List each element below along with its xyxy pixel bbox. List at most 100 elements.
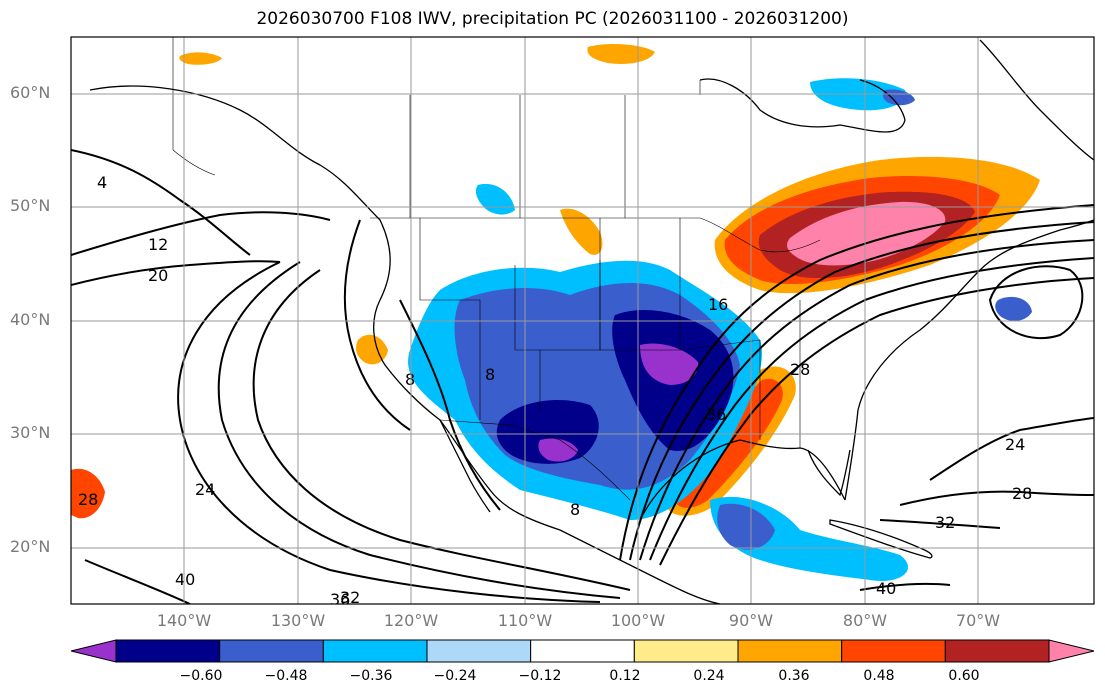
colorbar-tick-label: −0.36 bbox=[349, 668, 393, 684]
contour-label: 4 bbox=[97, 173, 107, 192]
contour-28-east bbox=[899, 490, 1094, 506]
colorbar-segment bbox=[944, 639, 1050, 663]
precip-negative-region-southwest-max bbox=[538, 438, 578, 462]
contour-20 bbox=[71, 260, 281, 286]
colorbar bbox=[70, 639, 1095, 663]
contour-label: 28 bbox=[790, 360, 810, 379]
contour-label: 32 bbox=[935, 513, 955, 532]
contour-4 bbox=[71, 149, 251, 256]
colorbar-tick-label: −0.12 bbox=[518, 668, 562, 684]
border-state-5 bbox=[679, 339, 761, 351]
lon-label-130w: 130°W bbox=[270, 611, 326, 630]
lon-label-140w: 140°W bbox=[156, 611, 212, 630]
contour-label: 16 bbox=[708, 295, 728, 314]
contour-24-outer bbox=[177, 261, 601, 603]
colorbar-tick-label: −0.48 bbox=[264, 668, 308, 684]
colorbar-segment bbox=[115, 639, 221, 663]
contour-label: 32 bbox=[340, 588, 360, 607]
contour-label: 36 bbox=[706, 405, 726, 424]
lon-label-70w: 70°W bbox=[955, 611, 1001, 630]
precip-negative-region-atlantic bbox=[995, 296, 1032, 321]
precip-positive-region-alaska bbox=[179, 52, 222, 65]
contour-label: 40 bbox=[175, 570, 195, 589]
contour-atmospheric-river-4 bbox=[649, 257, 1094, 561]
coastlines bbox=[89, 39, 1094, 604]
lon-label-110w: 110°W bbox=[497, 611, 553, 630]
colorbar-tick-label: 0.36 bbox=[778, 668, 810, 684]
colorbar-tick-label: 0.48 bbox=[863, 668, 895, 684]
contour-32 bbox=[252, 269, 631, 591]
contour-label: 20 bbox=[148, 266, 168, 285]
coastline-cuba bbox=[829, 519, 933, 559]
colorbar-segment bbox=[633, 639, 739, 663]
contour-label: 8 bbox=[570, 500, 580, 519]
border-us-mexico bbox=[439, 419, 631, 501]
contour-atmospheric-river-1 bbox=[619, 204, 1094, 561]
coastline-hudson-bay bbox=[699, 78, 906, 133]
contour-label: 28 bbox=[1012, 484, 1032, 503]
contour-36 bbox=[84, 559, 191, 604]
contour-28 bbox=[217, 261, 621, 599]
lat-label-60n: 60°N bbox=[10, 83, 51, 102]
coastline-north-america bbox=[89, 85, 721, 604]
contour-label: 24 bbox=[1005, 435, 1025, 454]
graticule bbox=[71, 37, 1094, 604]
contour-label-group: 4 12 20 24 28 32 36 40 8 16 36 24 28 28 … bbox=[78, 173, 1032, 609]
colorbar-tick-label: 0.12 bbox=[609, 668, 641, 684]
lat-label-30n: 30°N bbox=[10, 423, 51, 442]
contour-atmospheric-river-3 bbox=[639, 239, 1094, 561]
contour-label: 8 bbox=[405, 370, 415, 389]
border-canada-provinces bbox=[409, 80, 701, 218]
contour-40-east bbox=[859, 582, 951, 591]
colorbar-segment bbox=[219, 639, 324, 663]
map-title: 2026030700 F108 IWV, precipitation PC (2… bbox=[256, 9, 849, 29]
contour-32-east bbox=[879, 519, 1001, 529]
colorbar-segment bbox=[322, 639, 428, 663]
iwv-contours bbox=[71, 149, 1094, 604]
contour-label: 24 bbox=[195, 480, 215, 499]
colorbar-tick-label: 0.24 bbox=[693, 668, 725, 684]
border-state-1 bbox=[419, 218, 481, 350]
plot-frame bbox=[70, 36, 1095, 605]
lat-label-40n: 40°N bbox=[10, 310, 51, 329]
contour-atlantic-loop bbox=[988, 265, 1084, 340]
coastline-florida bbox=[807, 449, 851, 497]
precip-positive-region-lakes bbox=[560, 208, 603, 255]
border-alaska bbox=[172, 37, 216, 176]
colorbar-segment bbox=[530, 639, 635, 663]
lon-label-90w: 90°W bbox=[728, 611, 774, 630]
map-plot-area: 4 12 20 24 28 32 36 40 8 16 36 24 28 28 … bbox=[71, 37, 1094, 609]
contour-atmospheric-river-2 bbox=[629, 221, 1094, 561]
contour-24-east bbox=[929, 417, 1094, 481]
precip-positive-region-arctic bbox=[587, 44, 655, 64]
precip-negative-region-hudson-core bbox=[882, 89, 915, 106]
contour-southwest bbox=[399, 299, 501, 511]
contour-atmospheric-river-5 bbox=[659, 277, 1094, 566]
contour-label: 40 bbox=[876, 579, 896, 598]
border-us-canada bbox=[370, 217, 821, 253]
colorbar-tick-label: −0.60 bbox=[179, 668, 223, 684]
colorbar-tick-label: −0.24 bbox=[433, 668, 477, 684]
lon-label-80w: 80°W bbox=[842, 611, 888, 630]
contour-12 bbox=[71, 211, 331, 256]
precip-negative-region-midwest-max bbox=[640, 343, 699, 385]
contour-label: 36 bbox=[330, 590, 350, 609]
colorbar-segment bbox=[737, 639, 843, 663]
colorbar-segment bbox=[426, 639, 532, 663]
contour-label: 12 bbox=[148, 235, 168, 254]
coastline-baja bbox=[439, 419, 491, 513]
state-borders bbox=[172, 37, 821, 501]
coastline-greenland bbox=[979, 39, 1094, 161]
contour-west-coast bbox=[343, 219, 411, 431]
coastline-east bbox=[844, 219, 1094, 501]
contour-label: 28 bbox=[78, 490, 98, 509]
colorbar-tick-label: 0.60 bbox=[948, 668, 980, 684]
lon-label-120w: 120°W bbox=[383, 611, 439, 630]
colorbar-extend-high bbox=[1048, 639, 1095, 663]
precip-shading bbox=[71, 44, 1040, 581]
precip-negative-region-prairie bbox=[475, 183, 515, 215]
lat-label-50n: 50°N bbox=[10, 196, 51, 215]
lat-label-20n: 20°N bbox=[10, 537, 51, 556]
precip-negative-region-caribbean-core bbox=[717, 503, 775, 550]
